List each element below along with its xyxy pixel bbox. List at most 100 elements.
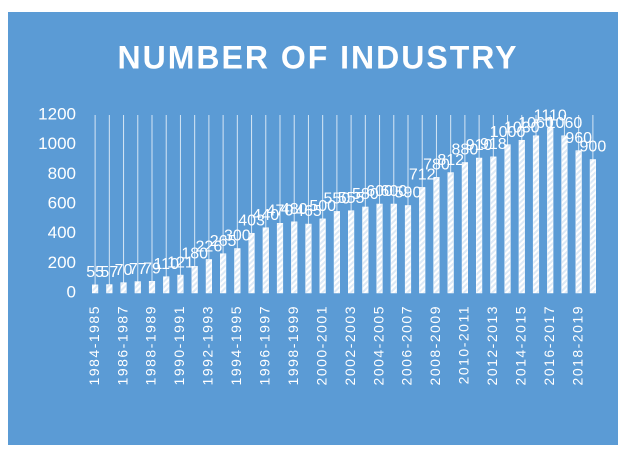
data-label: 79 <box>143 261 161 278</box>
data-label: 555 <box>338 190 365 207</box>
bar <box>362 206 369 294</box>
x-tick-label: 1986-1987 <box>114 305 130 385</box>
data-label: 900 <box>580 139 607 156</box>
y-tick-label: 200 <box>48 253 76 272</box>
data-label: 918 <box>480 136 507 153</box>
data-label: 600 <box>366 183 393 200</box>
x-tick-label: 1988-1989 <box>143 305 159 385</box>
bar <box>106 284 113 294</box>
data-label: 960 <box>565 130 592 147</box>
x-tick-label: 1996-1997 <box>256 305 272 385</box>
bar <box>234 248 241 294</box>
data-label: 480 <box>281 201 308 218</box>
data-label: 1110 <box>534 108 567 125</box>
x-tick-label: 2012-2013 <box>484 305 500 385</box>
bar <box>404 205 412 294</box>
data-label: 57 <box>100 264 118 281</box>
data-label: 403 <box>238 212 265 229</box>
bar <box>575 150 582 294</box>
data-label: 110 <box>153 256 179 273</box>
data-label: 1030 <box>504 119 540 136</box>
x-tick-label: 2008-2009 <box>427 305 443 385</box>
data-label: 1060 <box>518 115 554 132</box>
bar <box>205 259 212 294</box>
data-label: 600 <box>380 183 407 200</box>
y-tick-label: 0 <box>67 282 76 301</box>
bar <box>589 159 596 294</box>
data-label: 470 <box>267 203 294 220</box>
data-label: 70 <box>115 262 133 279</box>
bar <box>276 223 284 294</box>
x-tick-label: 2010-2011 <box>456 305 472 384</box>
bar <box>547 128 554 294</box>
bar <box>92 284 99 294</box>
data-label: 712 <box>409 167 436 184</box>
data-label: 77 <box>129 261 147 278</box>
x-tick-label: 1992-1993 <box>200 305 216 385</box>
bar <box>461 162 468 294</box>
x-tick-label: 2016-2017 <box>541 305 557 385</box>
x-tick-label: 2006-2007 <box>399 305 415 385</box>
x-tick-label: 2018-2019 <box>569 305 585 385</box>
data-label: 580 <box>352 186 379 203</box>
bar <box>333 211 340 294</box>
data-label: 500 <box>309 198 336 215</box>
x-tick-label: 2000-2001 <box>313 305 329 385</box>
data-label: 550 <box>324 191 351 208</box>
bar <box>248 232 255 294</box>
y-tick-label: 600 <box>48 193 76 212</box>
bar <box>120 282 127 294</box>
bar <box>390 203 397 294</box>
data-label: 1000 <box>490 124 526 141</box>
data-label: 590 <box>395 185 422 202</box>
x-tick-label: 1998-1999 <box>285 305 301 385</box>
data-label: 180 <box>181 246 208 263</box>
data-label: 265 <box>210 233 237 250</box>
data-label: 55 <box>86 264 104 281</box>
data-label: 812 <box>437 152 464 169</box>
bar <box>319 218 326 294</box>
bar <box>191 266 198 294</box>
data-label: 465 <box>295 203 322 220</box>
x-tick-label: 2004-2005 <box>370 305 386 385</box>
data-label: 880 <box>452 142 479 159</box>
bar <box>433 177 440 294</box>
bar <box>561 135 568 294</box>
data-label: 300 <box>224 228 251 245</box>
x-tick-label: 2002-2003 <box>342 305 358 385</box>
y-tick-label: 800 <box>48 164 76 183</box>
data-label: 440 <box>252 207 279 224</box>
bar <box>419 187 426 294</box>
y-tick-label: 1200 <box>38 104 76 123</box>
bar <box>262 227 269 294</box>
x-tick-label: 1984-1985 <box>86 305 102 385</box>
bar <box>504 144 511 294</box>
bar <box>532 135 540 294</box>
bar <box>490 156 497 294</box>
x-tick-label: 1994-1995 <box>228 305 244 385</box>
bar <box>348 210 355 294</box>
chart-title: NUMBER OF INDUSTRY <box>117 39 518 75</box>
bar <box>476 157 483 294</box>
data-label: 121 <box>167 254 194 271</box>
bar <box>163 276 170 294</box>
x-tick-label: 2014-2015 <box>512 305 528 385</box>
bar <box>376 203 383 294</box>
bar <box>134 281 141 294</box>
bar <box>291 221 298 294</box>
bar <box>305 223 312 294</box>
bar <box>447 172 454 294</box>
bar <box>177 274 184 294</box>
bar <box>518 139 525 294</box>
y-tick-label: 1000 <box>38 134 76 153</box>
data-label: 910 <box>466 137 493 154</box>
data-label: 226 <box>196 239 223 256</box>
x-tick-label: 1990-1991 <box>171 305 187 385</box>
y-tick-label: 400 <box>48 223 76 242</box>
data-label: 780 <box>423 157 450 174</box>
bar <box>220 253 227 294</box>
bar <box>148 281 156 294</box>
data-label: 1060 <box>547 115 583 132</box>
